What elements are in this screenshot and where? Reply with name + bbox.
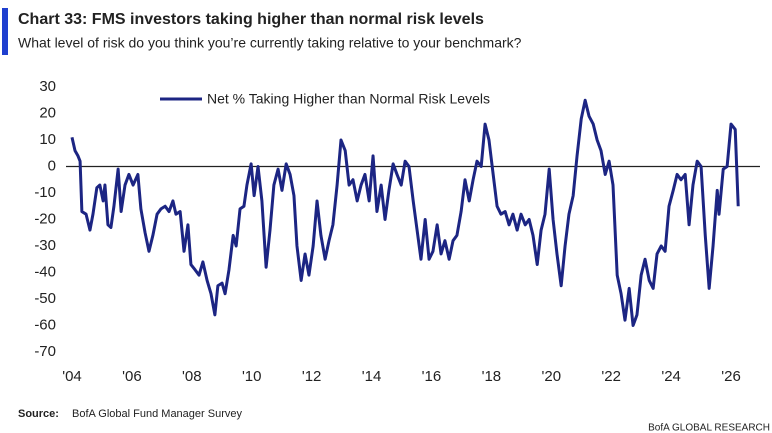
y-tick-label: 10 <box>39 131 56 148</box>
legend-label: Net % Taking Higher than Normal Risk Lev… <box>207 91 490 107</box>
x-tick-label: '20 <box>542 368 562 385</box>
line-series <box>70 98 740 327</box>
y-tick-label: 30 <box>39 78 56 95</box>
source: BofA Global Fund Manager Survey <box>72 408 242 420</box>
title-accent <box>2 8 8 55</box>
x-tick-label: '14 <box>362 368 382 385</box>
x-tick-label: '22 <box>601 368 621 385</box>
y-tick-label: -70 <box>34 343 56 360</box>
credit: BofA GLOBAL RESEARCH <box>648 423 770 433</box>
chart-subtitle: What level of risk do you think you’re c… <box>18 35 522 51</box>
x-tick-label: '12 <box>302 368 322 385</box>
y-tick-label: -30 <box>34 237 56 254</box>
y-tick-label: -50 <box>34 290 56 307</box>
x-tick-label: '26 <box>721 368 741 385</box>
y-tick-label: -40 <box>34 263 56 280</box>
y-tick-label: 0 <box>48 157 56 174</box>
source-label: Source: <box>18 408 59 420</box>
x-tick-label: '24 <box>661 368 681 385</box>
y-tick-label: 20 <box>39 104 56 121</box>
x-tick-label: '08 <box>182 368 202 385</box>
x-tick-label: '16 <box>422 368 442 385</box>
y-tick-label: -20 <box>34 210 56 227</box>
x-tick-label: '18 <box>482 368 502 385</box>
x-tick-label: '04 <box>62 368 82 385</box>
x-tick-label: '10 <box>242 368 262 385</box>
x-tick-label: '06 <box>122 368 142 385</box>
chart-title: Chart 33: FMS investors taking higher th… <box>18 11 484 28</box>
y-tick-label: -10 <box>34 184 56 201</box>
y-tick-label: -60 <box>34 316 56 333</box>
